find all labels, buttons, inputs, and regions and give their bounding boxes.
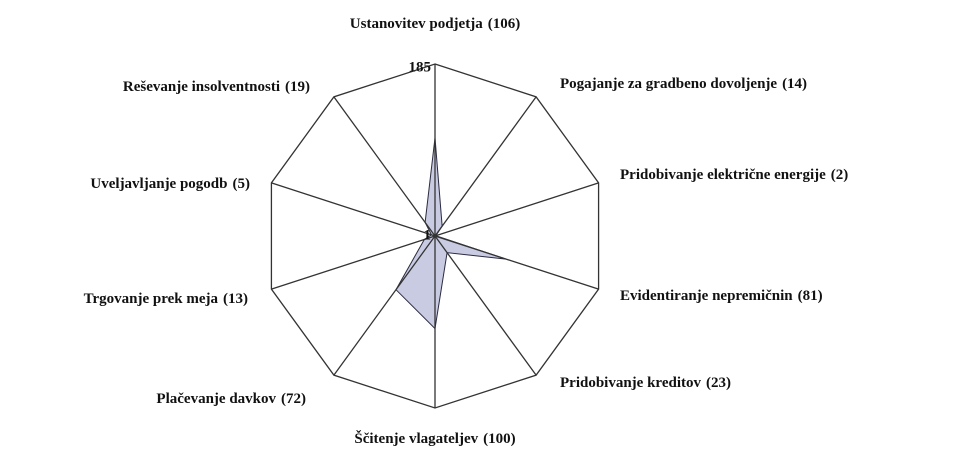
category-label: Ustanovitev podjetja (106) (350, 16, 520, 32)
value-label: (5) (233, 176, 251, 192)
value-label: (19) (285, 79, 310, 95)
value-label: (23) (706, 375, 731, 391)
spoke (333, 96, 436, 237)
value-label: (2) (831, 167, 849, 183)
value-label: (14) (782, 76, 807, 92)
category-label: Uveljavljanje pogodb (5) (90, 176, 250, 192)
data-area (395, 137, 507, 330)
category-name: Ščitenje vlagateljev (354, 430, 478, 447)
spoke (271, 235, 436, 290)
category-name: Reševanje insolventnosti (123, 79, 280, 95)
r-tick-label: 1 (424, 227, 432, 243)
category-label: Pridobivanje kreditov (23) (560, 375, 731, 391)
spoke (434, 96, 537, 237)
category-name: Pridobivanje električne energije (620, 167, 826, 183)
value-label: (13) (223, 291, 248, 307)
category-name: Uveljavljanje pogodb (90, 176, 227, 192)
category-label: Trgovanje prek meja (13) (84, 291, 248, 307)
spoke (434, 235, 537, 376)
r-tick-label: 185 (409, 59, 432, 75)
category-name: Evidentiranje nepremičnin (620, 288, 793, 304)
category-label: Reševanje insolventnosti (19) (123, 79, 310, 95)
value-label: (72) (281, 391, 306, 407)
value-label: (100) (483, 431, 516, 447)
category-label: Pogajanje za gradbeno dovoljenje (14) (560, 76, 807, 92)
category-label: Plačevanje davkov (72) (156, 391, 306, 407)
category-name: Pogajanje za gradbeno dovoljenje (560, 76, 777, 92)
category-name: Plačevanje davkov (156, 391, 276, 407)
category-name: Trgovanje prek meja (84, 291, 219, 307)
category-label: Pridobivanje električne energije (2) (620, 167, 848, 183)
category-name: Pridobivanje kreditov (560, 375, 701, 391)
category-name: Ustanovitev podjetja (350, 16, 483, 32)
spoke (333, 235, 436, 376)
category-label: Ščitenje vlagateljev (100) (354, 430, 515, 447)
spoke (271, 182, 436, 237)
category-label: Evidentiranje nepremičnin (81) (620, 288, 823, 304)
value-label: (81) (798, 288, 823, 304)
value-label: (106) (488, 16, 521, 32)
spoke (434, 182, 599, 237)
spoke (434, 235, 599, 290)
